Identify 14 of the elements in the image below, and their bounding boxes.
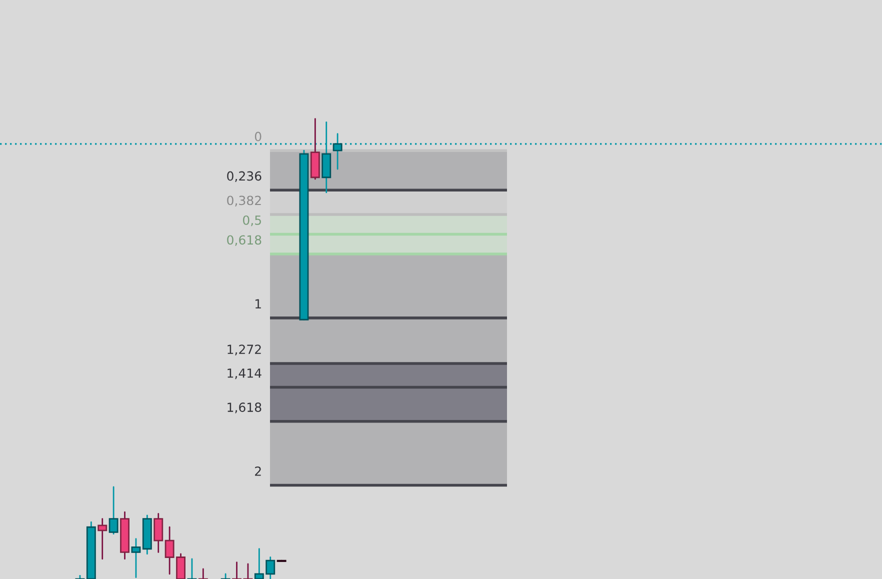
candlestick: [108, 486, 118, 535]
ref-line-label: 0,382: [227, 196, 261, 206]
ref-line-label: 0: [254, 132, 262, 142]
candlestick: [154, 513, 164, 553]
candlestick: [131, 538, 141, 578]
ref-line-label: 1: [255, 299, 261, 308]
ref-line-label: 1,618: [228, 402, 262, 414]
ref-line-label: 0,618: [227, 235, 262, 246]
ref-line-label: 0,5: [243, 215, 261, 226]
ref-line-label: 1,272: [228, 344, 261, 356]
ref-line-label: 0,236: [227, 171, 262, 182]
ref-line-label: 2: [255, 466, 261, 476]
ref-line-label: 1,414: [228, 368, 262, 380]
candlestick: [98, 518, 108, 560]
